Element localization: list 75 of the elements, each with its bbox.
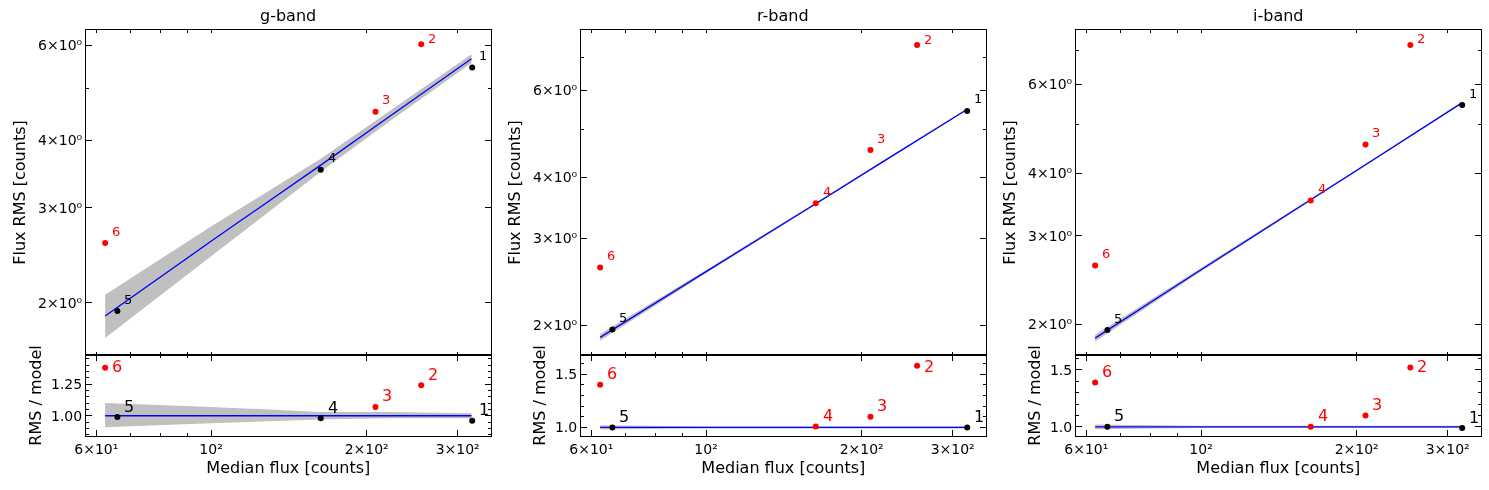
y-axis-title: Flux RMS [counts] — [505, 120, 525, 265]
chart-title: r-band — [757, 6, 809, 25]
annotation: 2 — [924, 357, 935, 376]
annotation: 3 — [382, 386, 393, 405]
x-tick-label: 6×10¹ — [74, 440, 119, 457]
annotation: 5 — [619, 310, 628, 325]
annotation: 2 — [924, 32, 933, 47]
annotation: 1 — [1469, 86, 1478, 101]
annotation: 4 — [823, 184, 832, 199]
x-axis-title: Median flux [counts] — [206, 458, 371, 478]
y-tick-label: 2×10⁰ — [38, 294, 83, 311]
x-axis-title: Median flux [counts] — [701, 458, 866, 478]
x-tick-label: 2×10² — [344, 440, 389, 457]
y-axis-title: Flux RMS [counts] — [10, 120, 30, 265]
y-tick-label: 2×10⁰ — [533, 317, 578, 334]
y-tick-label: 4×10⁰ — [1028, 165, 1073, 182]
x-tick-label: 2×10² — [839, 440, 884, 457]
annotation: 6 — [607, 364, 618, 383]
x-tick-label: 6×10¹ — [1064, 440, 1109, 457]
annotation: 3 — [877, 131, 886, 146]
y-axis-title: Flux RMS [counts] — [1000, 120, 1020, 265]
y-tick-label: 1.25 — [51, 376, 83, 393]
y-tick-label: 4×10⁰ — [533, 168, 578, 185]
chart-title: g-band — [260, 6, 317, 25]
annotation: 6 — [1102, 362, 1113, 381]
x-tick-label: 3×10² — [435, 440, 480, 457]
annotation: 1 — [1469, 408, 1480, 427]
annotation: 1 — [974, 407, 985, 426]
annotation: 1 — [479, 400, 490, 419]
annotation: 3 — [1372, 125, 1381, 140]
y-tick-label: 3×10⁰ — [1028, 227, 1073, 244]
x-tick-label: 3×10² — [1425, 440, 1470, 457]
chart-title: i-band — [1253, 6, 1304, 25]
y-tick-label: 1.5 — [1049, 361, 1073, 378]
annotation: 6 — [112, 357, 123, 376]
x-tick-label: 10² — [1189, 440, 1213, 457]
annotation: 4 — [823, 406, 834, 425]
annotation: 3 — [382, 92, 391, 107]
y-tick-label: 1.5 — [554, 366, 578, 383]
y-tick-label: 6×10⁰ — [533, 82, 578, 99]
y-tick-label: 3×10⁰ — [533, 230, 578, 247]
y-tick-label: 4×10⁰ — [38, 132, 83, 149]
annotation: 3 — [1372, 395, 1383, 414]
annotation: 2 — [428, 365, 439, 384]
annotation: 4 — [1318, 406, 1329, 425]
y-tick-label: 1.0 — [554, 419, 578, 436]
x-tick-label: 10² — [694, 440, 718, 457]
annotation: 2 — [1417, 357, 1428, 376]
annotation: 5 — [619, 407, 630, 426]
annotation: 2 — [428, 31, 437, 46]
annotation: 5 — [1114, 406, 1125, 425]
annotation: 3 — [877, 396, 888, 415]
annotation: 6 — [112, 224, 121, 239]
y-axis-title: RMS / model — [25, 345, 45, 446]
x-axis-title: Median flux [counts] — [1196, 458, 1361, 478]
annotation: 2 — [1417, 31, 1426, 46]
annotation: 1 — [974, 91, 983, 106]
y-tick-label: 6×10⁰ — [1028, 76, 1073, 93]
annotation: 1 — [479, 48, 488, 63]
annotation: 5 — [124, 397, 135, 416]
annotation: 6 — [607, 248, 616, 263]
x-tick-label: 10² — [199, 440, 223, 457]
x-tick-label: 3×10² — [930, 440, 975, 457]
y-axis-title: RMS / model — [1024, 345, 1044, 446]
y-tick-label: 2×10⁰ — [1028, 316, 1073, 333]
annotation: 6 — [1102, 246, 1111, 261]
x-tick-label: 2×10² — [1334, 440, 1379, 457]
annotation: 5 — [1114, 311, 1123, 326]
y-tick-label: 6×10⁰ — [38, 37, 83, 54]
y-tick-label: 3×10⁰ — [38, 199, 83, 216]
y-tick-label: 1.0 — [1049, 418, 1073, 435]
y-tick-label: 1.00 — [51, 407, 83, 424]
x-tick-label: 6×10¹ — [569, 440, 614, 457]
y-axis-title: RMS / model — [529, 345, 549, 446]
annotation: 4 — [328, 398, 339, 417]
